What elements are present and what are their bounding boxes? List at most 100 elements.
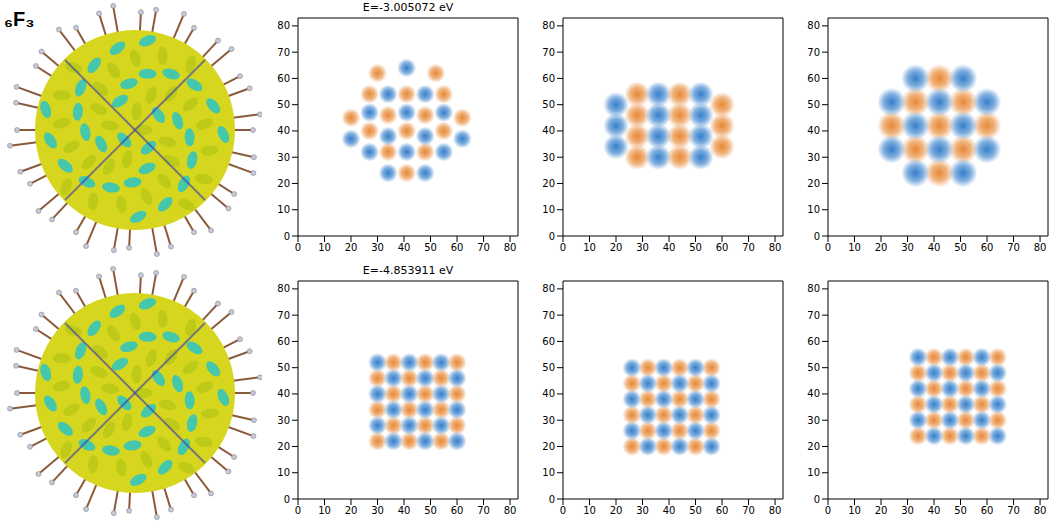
svg-text:80: 80: [277, 20, 290, 31]
svg-text:70: 70: [542, 47, 555, 58]
svg-text:50: 50: [424, 505, 437, 516]
svg-text:30: 30: [901, 242, 914, 253]
svg-text:70: 70: [807, 47, 820, 58]
svg-text:10: 10: [318, 505, 331, 516]
svg-text:10: 10: [318, 242, 331, 253]
svg-text:0: 0: [284, 231, 290, 242]
svg-text:30: 30: [371, 242, 384, 253]
svg-text:20: 20: [277, 178, 290, 189]
svg-text:30: 30: [901, 505, 914, 516]
svg-text:40: 40: [398, 505, 411, 516]
svg-text:70: 70: [477, 242, 490, 253]
svg-text:30: 30: [807, 152, 820, 163]
svg-text:50: 50: [277, 99, 290, 110]
svg-text:70: 70: [277, 310, 290, 321]
svg-text:0: 0: [560, 505, 566, 516]
svg-text:30: 30: [636, 505, 649, 516]
svg-text:50: 50: [807, 362, 820, 373]
svg-text:80: 80: [542, 20, 555, 31]
svg-text:20: 20: [610, 505, 623, 516]
svg-text:20: 20: [277, 441, 290, 452]
svg-text:30: 30: [371, 505, 384, 516]
svg-text:10: 10: [583, 242, 596, 253]
svg-text:40: 40: [807, 125, 820, 136]
svg-text:60: 60: [981, 505, 994, 516]
svg-text:40: 40: [277, 125, 290, 136]
svg-text:60: 60: [451, 242, 464, 253]
svg-text:60: 60: [716, 242, 729, 253]
svg-text:70: 70: [277, 47, 290, 58]
svg-text:80: 80: [504, 242, 517, 253]
svg-text:0: 0: [549, 494, 555, 505]
svg-text:30: 30: [807, 415, 820, 426]
svg-text:60: 60: [716, 505, 729, 516]
svg-text:40: 40: [663, 242, 676, 253]
svg-text:40: 40: [663, 505, 676, 516]
svg-text:70: 70: [1007, 505, 1020, 516]
svg-text:10: 10: [807, 204, 820, 215]
svg-text:30: 30: [636, 242, 649, 253]
svg-text:50: 50: [424, 242, 437, 253]
svg-text:60: 60: [807, 336, 820, 347]
svg-text:40: 40: [398, 242, 411, 253]
svg-text:60: 60: [981, 242, 994, 253]
svg-text:80: 80: [769, 505, 782, 516]
svg-text:20: 20: [610, 242, 623, 253]
svg-text:50: 50: [689, 505, 702, 516]
svg-text:70: 70: [1007, 242, 1020, 253]
svg-text:0: 0: [560, 242, 566, 253]
svg-text:40: 40: [542, 388, 555, 399]
svg-text:40: 40: [928, 242, 941, 253]
svg-text:40: 40: [807, 388, 820, 399]
svg-text:10: 10: [583, 505, 596, 516]
svg-text:10: 10: [277, 467, 290, 478]
svg-text:0: 0: [295, 242, 301, 253]
svg-text:80: 80: [504, 505, 517, 516]
svg-text:0: 0: [825, 242, 831, 253]
svg-text:50: 50: [542, 362, 555, 373]
svg-text:10: 10: [277, 204, 290, 215]
svg-text:10: 10: [848, 505, 861, 516]
svg-text:10: 10: [807, 467, 820, 478]
svg-text:80: 80: [769, 242, 782, 253]
svg-text:70: 70: [807, 310, 820, 321]
svg-text:30: 30: [277, 152, 290, 163]
svg-text:20: 20: [807, 178, 820, 189]
svg-text:10: 10: [542, 467, 555, 478]
svg-text:10: 10: [542, 204, 555, 215]
svg-text:60: 60: [807, 73, 820, 84]
svg-text:60: 60: [542, 336, 555, 347]
svg-text:30: 30: [277, 415, 290, 426]
svg-text:80: 80: [1034, 505, 1047, 516]
svg-text:70: 70: [742, 505, 755, 516]
svg-text:60: 60: [451, 505, 464, 516]
svg-text:50: 50: [807, 99, 820, 110]
svg-text:30: 30: [542, 415, 555, 426]
svg-text:20: 20: [542, 441, 555, 452]
svg-text:20: 20: [542, 178, 555, 189]
svg-text:0: 0: [825, 505, 831, 516]
svg-text:80: 80: [807, 283, 820, 294]
svg-text:20: 20: [345, 505, 358, 516]
svg-text:0: 0: [814, 231, 820, 242]
svg-text:70: 70: [742, 242, 755, 253]
svg-text:50: 50: [954, 242, 967, 253]
svg-text:30: 30: [542, 152, 555, 163]
svg-text:20: 20: [807, 441, 820, 452]
svg-text:80: 80: [542, 283, 555, 294]
svg-text:80: 80: [1034, 242, 1047, 253]
svg-text:50: 50: [689, 242, 702, 253]
svg-text:0: 0: [295, 505, 301, 516]
svg-text:40: 40: [542, 125, 555, 136]
svg-text:60: 60: [277, 73, 290, 84]
svg-text:60: 60: [277, 336, 290, 347]
svg-text:0: 0: [814, 494, 820, 505]
svg-text:40: 40: [277, 388, 290, 399]
svg-text:80: 80: [277, 283, 290, 294]
svg-text:0: 0: [284, 494, 290, 505]
svg-text:50: 50: [277, 362, 290, 373]
svg-text:20: 20: [875, 505, 888, 516]
svg-text:50: 50: [542, 99, 555, 110]
svg-text:10: 10: [848, 242, 861, 253]
svg-text:80: 80: [807, 20, 820, 31]
